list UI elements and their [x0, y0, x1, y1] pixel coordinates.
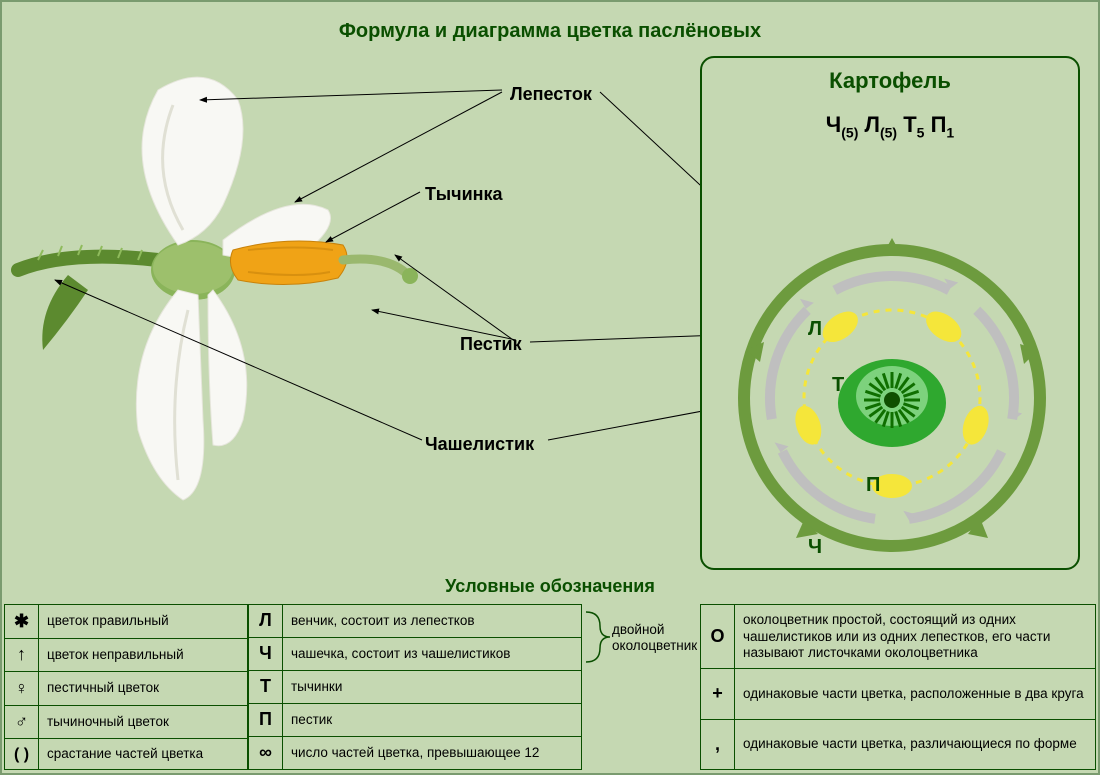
legend-brace-area: двойной околоцветник — [582, 604, 700, 770]
legend-symbol: ♀ — [5, 672, 39, 706]
label-pistil: Пестик — [460, 334, 522, 355]
legend-symbol: ∞ — [249, 737, 283, 770]
legend-table-2: Лвенчик, состоит из лепестковЧчашечка, с… — [248, 604, 582, 770]
diagram-letter-Ch: Ч — [808, 536, 822, 559]
legend-text: пестик — [283, 704, 582, 737]
legend-symbol: П — [249, 704, 283, 737]
label-stamen: Тычинка — [425, 184, 503, 205]
legend-text: венчик, состоит из лепестков — [283, 605, 582, 638]
label-sepal: Чашелистик — [425, 434, 534, 455]
legend-text: околоцветник простой, состоящий из одних… — [735, 605, 1096, 669]
legend-table-1: ✱цветок правильный↑цветок неправильный♀п… — [4, 604, 248, 770]
legend-text: цветок правильный — [39, 605, 248, 639]
legend-text: одинаковые части цветка, расположенные в… — [735, 669, 1096, 719]
legend-symbol: Т — [249, 671, 283, 704]
diagram-letter-P: П — [866, 474, 880, 497]
legend-symbol: Ч — [249, 638, 283, 671]
legend-area: ✱цветок правильный↑цветок неправильный♀п… — [4, 604, 1096, 770]
legend-symbol: ♂ — [5, 705, 39, 739]
legend-title: Условные обозначения — [0, 576, 1100, 597]
legend-text: тычинки — [283, 671, 582, 704]
legend-symbol: ✱ — [5, 605, 39, 639]
legend-text: срастание частей цветка — [39, 739, 248, 770]
legend-text: цветок неправильный — [39, 638, 248, 672]
diagram-title: Картофель — [702, 68, 1078, 94]
legend-text: тычиночный цветок — [39, 705, 248, 739]
legend-text: число частей цветка, превышающее 12 — [283, 737, 582, 770]
label-petal: Лепесток — [510, 84, 592, 105]
legend-text: одинаковые части цветка, различающиеся п… — [735, 719, 1096, 769]
floral-diagram-panel: Картофель Ч(5) Л(5) Т5 П1 — [700, 56, 1080, 570]
legend-symbol: , — [701, 719, 735, 769]
diagram-letter-L: Л — [808, 318, 822, 341]
legend-symbol: ( ) — [5, 739, 39, 770]
legend-text: чашечка, состоит из чашелистиков — [283, 638, 582, 671]
legend-symbol: ↑ — [5, 638, 39, 672]
legend-symbol: Л — [249, 605, 283, 638]
floral-formula: Ч(5) Л(5) Т5 П1 — [702, 112, 1078, 140]
legend-symbol: + — [701, 669, 735, 719]
legend-table-3: Ооколоцветник простой, состоящий из одни… — [700, 604, 1096, 770]
diagram-letter-T: Т — [832, 374, 844, 397]
legend-text: пестичный цветок — [39, 672, 248, 706]
legend-brace-label: двойной околоцветник — [612, 622, 712, 653]
floral-diagram-svg — [702, 178, 1082, 578]
